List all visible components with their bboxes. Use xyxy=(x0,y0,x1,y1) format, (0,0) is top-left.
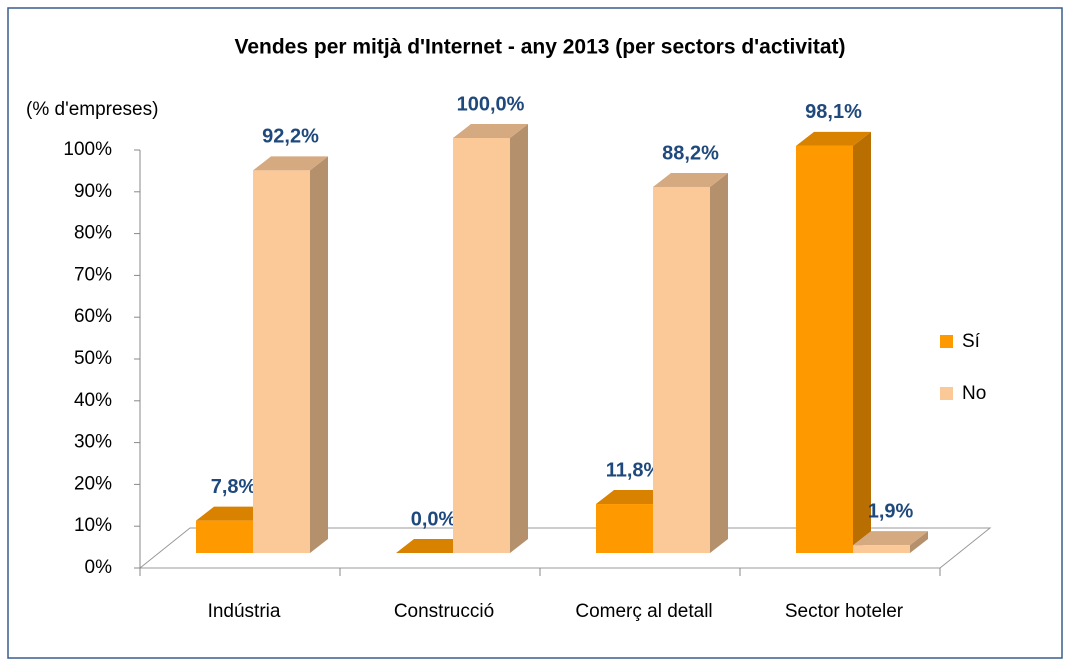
bar xyxy=(196,520,253,553)
bar-side xyxy=(710,172,728,553)
x-tick-label: Construcció xyxy=(394,601,494,622)
y-tick-label: 30% xyxy=(74,432,112,453)
bar-top xyxy=(453,124,528,138)
legend-swatch xyxy=(940,387,953,400)
value-label: 98,1% xyxy=(805,101,862,123)
y-tick-label: 20% xyxy=(74,473,112,494)
value-label: 92,2% xyxy=(262,126,319,148)
legend-label: No xyxy=(962,383,986,404)
bar-top xyxy=(253,156,328,171)
legend-swatch xyxy=(940,335,953,348)
x-tick-label: Indústria xyxy=(208,601,281,622)
x-tick-label: Sector hoteler xyxy=(785,601,904,622)
chart-title: Vendes per mitjà d'Internet - any 2013 (… xyxy=(234,36,845,59)
bar-top xyxy=(796,131,871,146)
y-tick-label: 50% xyxy=(74,348,112,369)
value-label: 88,2% xyxy=(662,142,719,164)
value-label: 11,8% xyxy=(606,459,662,481)
y-tick-label: 100% xyxy=(63,139,112,160)
bar-side xyxy=(310,156,328,553)
bar-top xyxy=(853,531,928,546)
value-label: 0,0% xyxy=(411,508,457,530)
bar-top xyxy=(396,539,471,553)
value-label: 100,0% xyxy=(457,93,525,115)
bar xyxy=(453,138,510,553)
y-tick-label: 60% xyxy=(74,306,112,327)
x-tick-label: Comerç al detall xyxy=(575,601,712,622)
value-label: 7,8% xyxy=(211,476,257,498)
value-label: 1,9% xyxy=(868,500,914,522)
y-tick-label: 10% xyxy=(74,515,112,536)
y-tick-label: 0% xyxy=(85,557,113,578)
bar xyxy=(853,545,910,553)
y-tick-label: 80% xyxy=(74,223,112,244)
bar-top xyxy=(653,172,728,187)
y-tick-label: 70% xyxy=(74,264,112,285)
bar-top xyxy=(196,506,271,521)
legend-label: Sí xyxy=(962,331,981,352)
bar xyxy=(653,186,710,553)
bar-side xyxy=(853,131,871,553)
y-tick-label: 90% xyxy=(74,181,112,202)
bar-side xyxy=(510,124,528,553)
bar-top xyxy=(596,490,671,505)
y-tick-label: 40% xyxy=(74,390,112,411)
bar-side xyxy=(910,531,928,553)
bar xyxy=(253,170,310,553)
bar xyxy=(596,504,653,553)
bar xyxy=(796,145,853,553)
floor xyxy=(138,527,992,569)
y-axis-label: (% d'empreses) xyxy=(26,99,158,120)
